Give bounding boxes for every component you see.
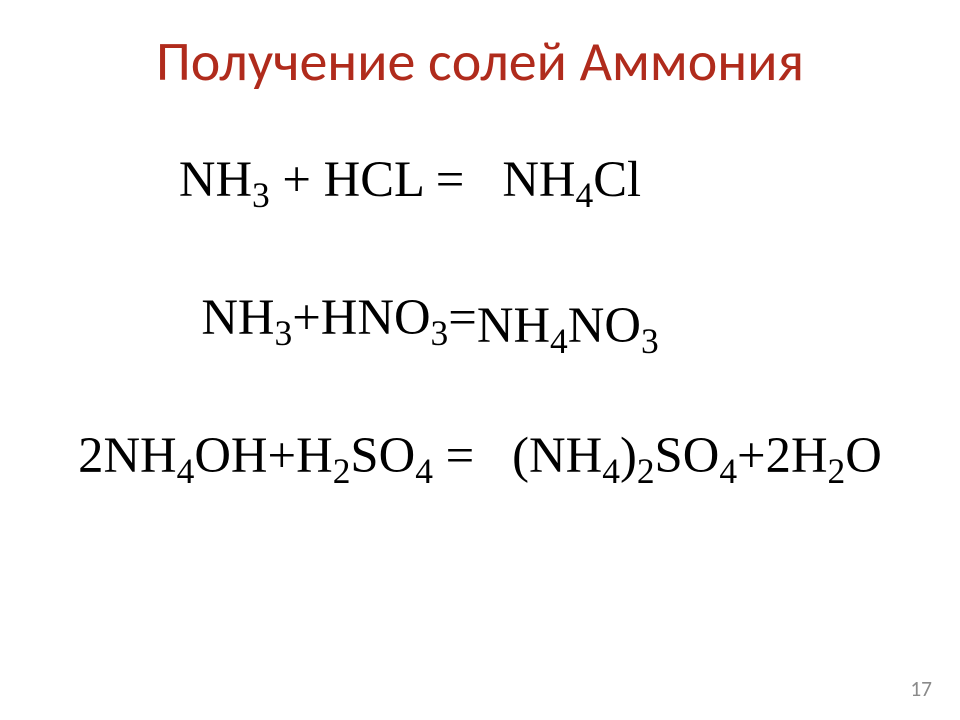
- equation-3: 2NH4OH+H2SO4 = (NH4)2SO4+2H2O: [78, 426, 882, 484]
- eq3-lhs-coef1: 2: [78, 427, 103, 483]
- eq3-rhs-a-sub2: 2: [637, 451, 655, 491]
- eq3-rhs-a-open: (NH: [512, 427, 602, 483]
- eq3-lhs-a-sub: 4: [177, 451, 195, 491]
- eq3-plus1: +: [268, 427, 297, 483]
- eq2-rhs-a-sub: 4: [550, 321, 568, 361]
- eq2-eq: =: [448, 289, 477, 345]
- equation-2: NH3+HNO3=NH4NO3: [201, 288, 658, 346]
- eq3-rhs-coef2: 2: [766, 427, 791, 483]
- page-number: 17: [910, 676, 932, 702]
- eq3-rhs-c-sub: 2: [828, 451, 846, 491]
- eq3-lhs-a2: OH: [194, 427, 267, 483]
- eq2-rhs-a: NH: [477, 297, 550, 353]
- eq3-rhs-b-sub: 4: [719, 451, 737, 491]
- eq2-lhs-b-sub: 3: [431, 313, 449, 353]
- slide-title: Получение солей Аммония: [0, 28, 960, 96]
- equations-block: NH3 + HCL = NH4Cl NH3+HNO3=NH4NO3 2NH4OH…: [0, 150, 960, 484]
- eq2-plus1: +: [292, 289, 321, 345]
- eq1-lhs-a: NH: [179, 151, 252, 207]
- eq3-rhs-b: SO: [655, 427, 720, 483]
- eq1-lhs-a-sub: 3: [252, 175, 270, 215]
- eq2-rhs-b-sub: 3: [641, 321, 659, 361]
- eq1-rhs-tail: Cl: [593, 151, 641, 207]
- eq3-rhs-a-sub: 4: [602, 451, 620, 491]
- equation-1: NH3 + HCL = NH4Cl: [179, 150, 641, 208]
- eq3-rhs-a-close: ): [620, 427, 637, 483]
- eq2-lhs-a: NH: [201, 289, 274, 345]
- eq3-eq: =: [433, 427, 487, 483]
- eq3-lhs-b2-sub: 4: [415, 451, 433, 491]
- eq3-lhs-a: NH: [103, 427, 176, 483]
- eq3-rhs-c2: O: [845, 427, 882, 483]
- eq1-lhs-b: HCL: [324, 151, 423, 207]
- eq3-lhs-b: H: [296, 427, 333, 483]
- eq3-rhs-c: H: [791, 427, 828, 483]
- eq1-eq: =: [423, 151, 477, 207]
- eq1-rhs: NH: [502, 151, 575, 207]
- eq1-plus1: +: [270, 151, 324, 207]
- eq3-lhs-b-sub: 2: [333, 451, 351, 491]
- eq2-lhs-b: HNO: [321, 289, 431, 345]
- eq3-lhs-b2: SO: [350, 427, 415, 483]
- eq1-rhs-sub1: 4: [576, 175, 594, 215]
- eq2-lhs-a-sub: 3: [274, 313, 292, 353]
- eq3-plus2: +: [737, 427, 766, 483]
- eq2-rhs-b: NO: [568, 297, 641, 353]
